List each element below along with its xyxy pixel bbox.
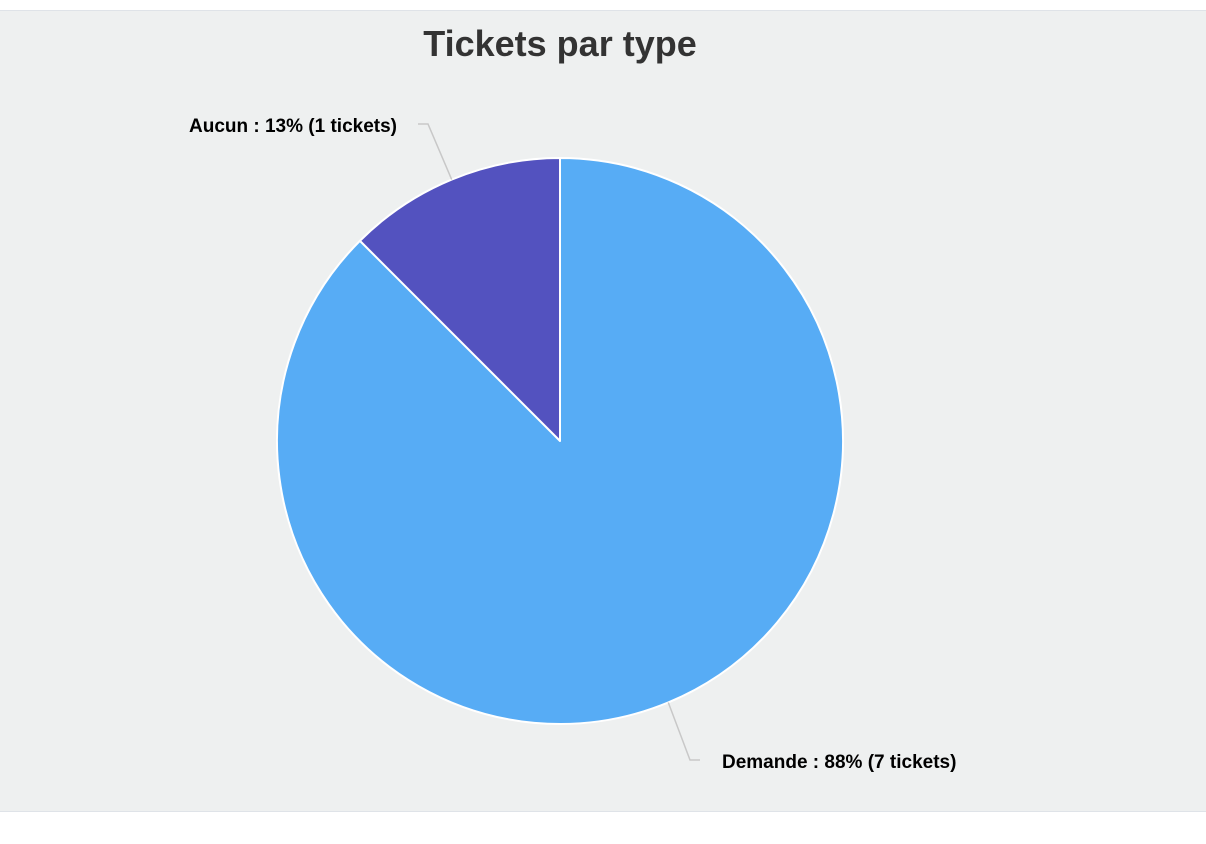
connector-line-aucun — [418, 123, 453, 180]
slice-label-aucun: Aucun : 13% (1 tickets) — [189, 116, 397, 137]
pie-slices — [276, 157, 844, 725]
pie-labels: Aucun : 13% (1 tickets) Demande : 88% (7 … — [189, 116, 956, 773]
slice-label-demande: Demande : 88% (7 tickets) — [722, 752, 956, 773]
pie-slice-demande[interactable] — [276, 157, 844, 725]
chart-title: Tickets par type — [423, 23, 697, 64]
pie-slice-aucun[interactable] — [358, 157, 561, 442]
connector-line-demande — [667, 702, 700, 761]
